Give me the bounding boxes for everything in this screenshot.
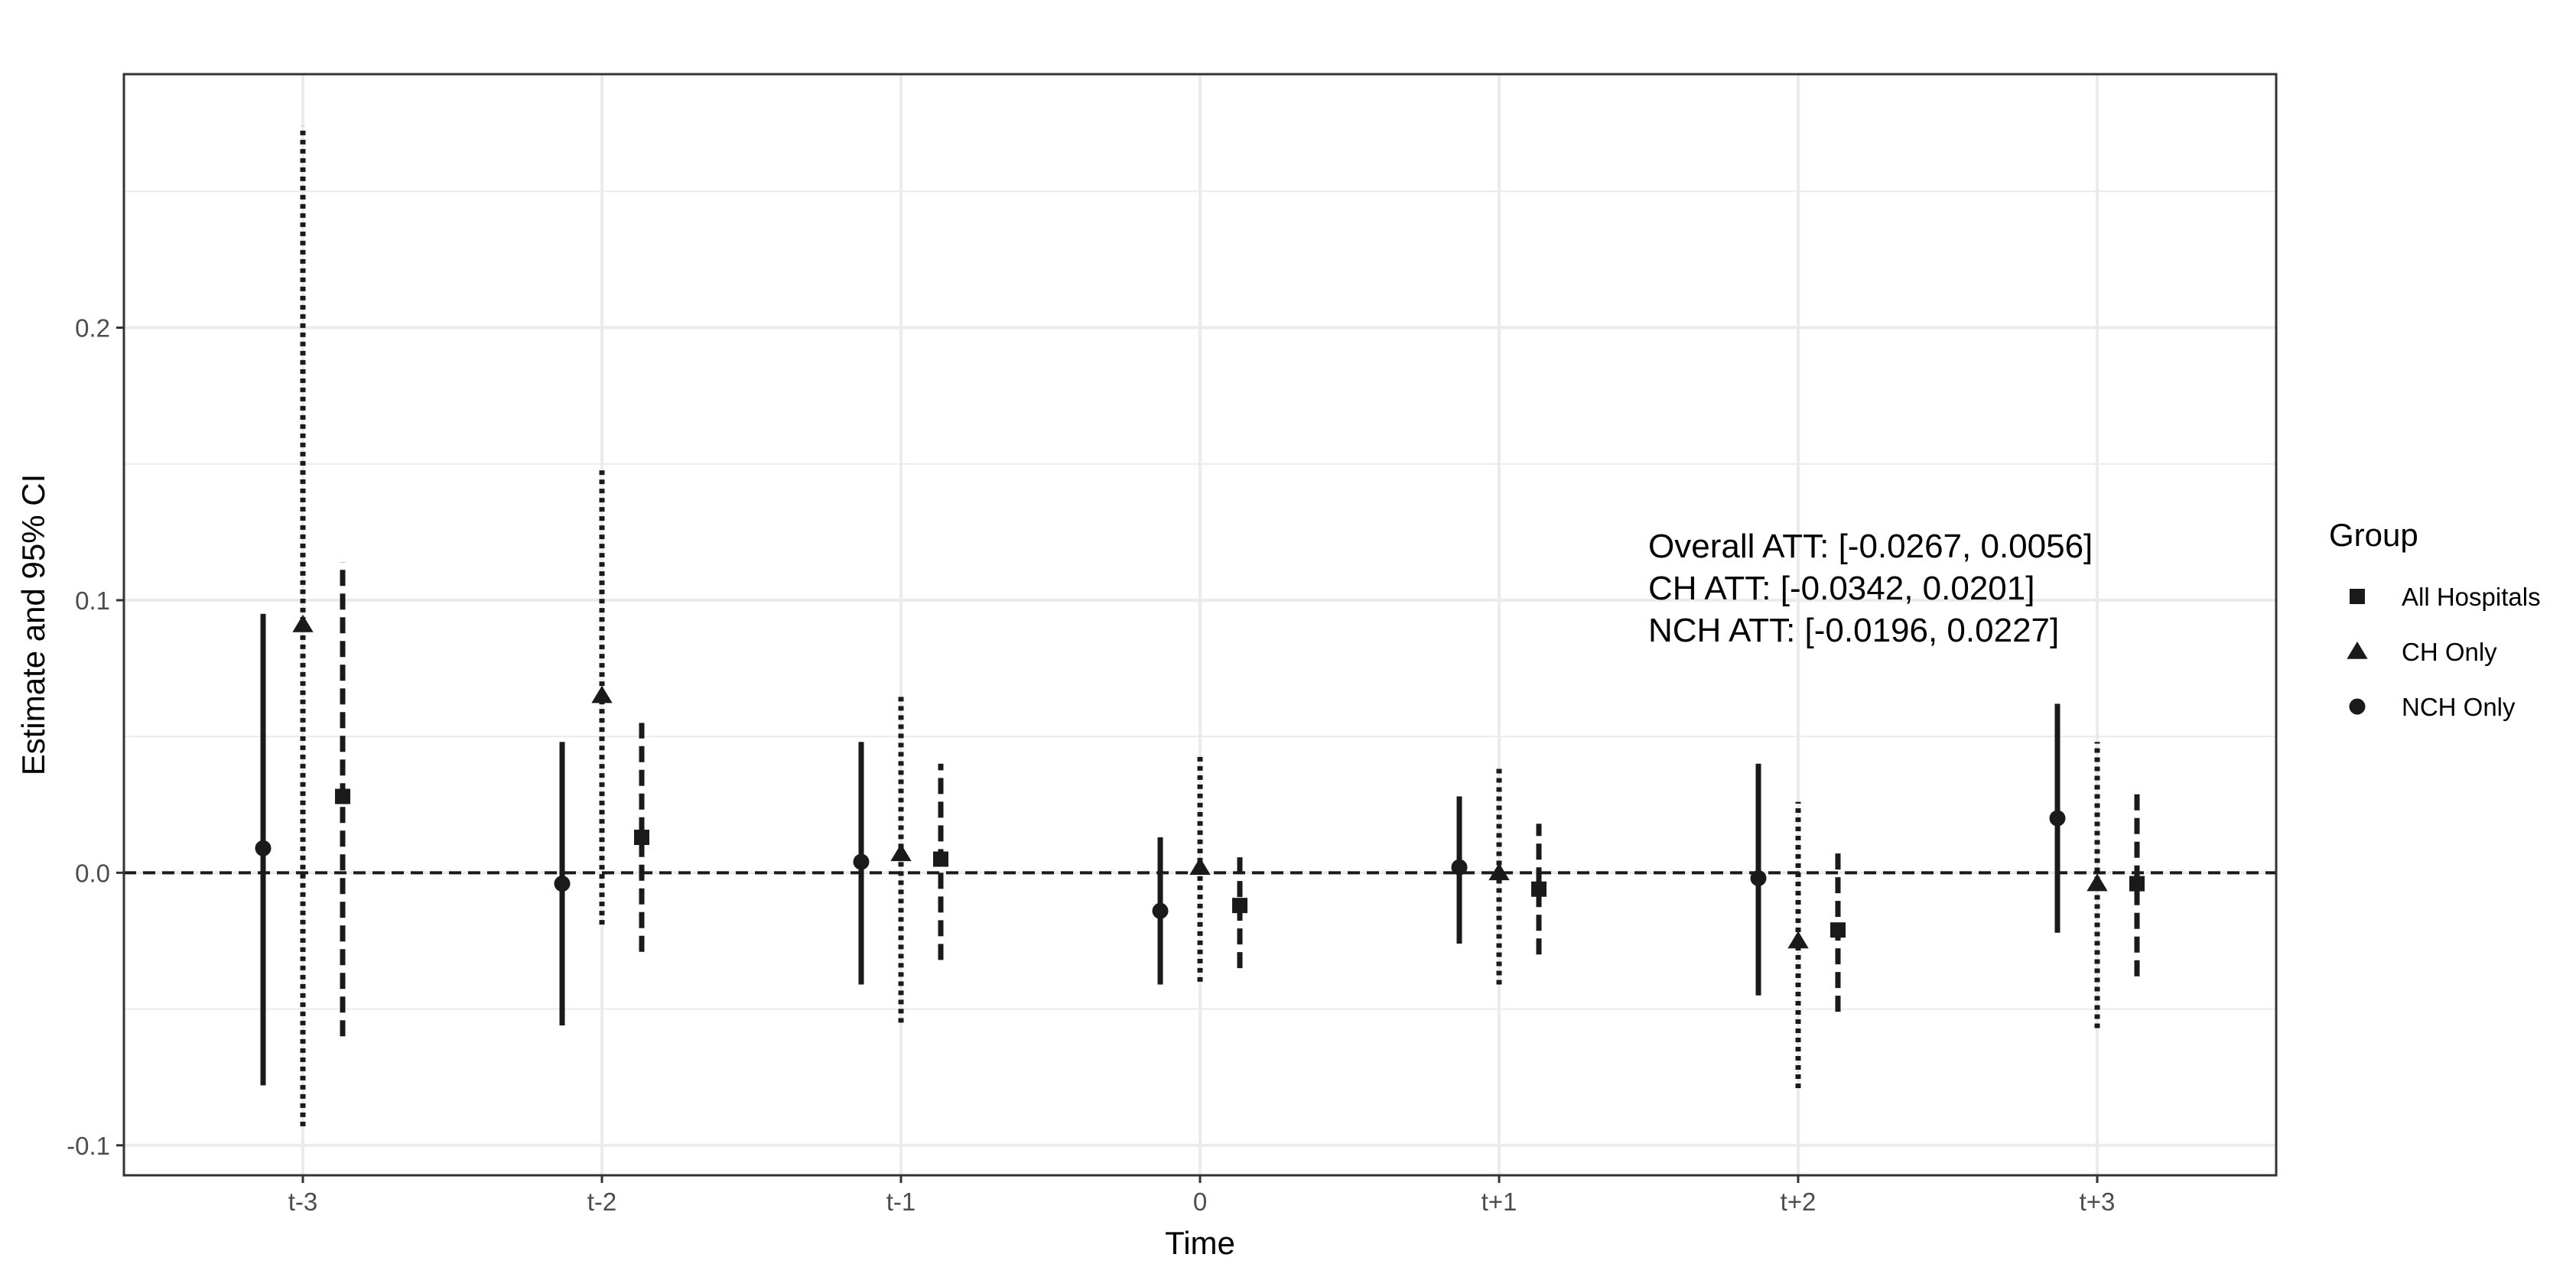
point-ch-only	[1787, 931, 1809, 949]
y-tick-label: 0.1	[75, 587, 110, 615]
annotation-line-3: NCH ATT: [-0.0196, 0.0227]	[1648, 612, 2059, 649]
annotation-line-2: CH ATT: [-0.0342, 0.0201]	[1648, 570, 2034, 607]
point-all-hospitals	[1531, 881, 1547, 897]
point-all-hospitals	[634, 830, 649, 846]
legend-label: All Hospitals	[2402, 583, 2541, 611]
x-tick-label: t-2	[587, 1188, 617, 1216]
point-all-hospitals	[2129, 876, 2145, 892]
point-ch-only	[591, 685, 613, 703]
x-tick-label: t+3	[2080, 1188, 2116, 1216]
point-nch-only	[554, 876, 571, 892]
point-nch-only	[255, 840, 272, 856]
y-axis-title: Estimate and 95% CI	[15, 474, 51, 776]
legend-key-all-hospitals	[2350, 589, 2365, 604]
point-all-hospitals	[1232, 898, 1247, 914]
point-ch-only	[1488, 863, 1510, 881]
point-ch-only	[890, 843, 912, 862]
point-ch-only	[292, 615, 314, 632]
x-tick-label: t-1	[886, 1188, 916, 1216]
point-nch-only	[1152, 902, 1169, 919]
point-nch-only	[853, 853, 870, 870]
point-nch-only	[2049, 810, 2066, 827]
x-tick-label: t+2	[1781, 1188, 1817, 1216]
x-axis-title: Time	[1165, 1225, 1235, 1261]
point-nch-only	[1750, 869, 1767, 886]
legend-key-nch-only	[2349, 698, 2366, 715]
legend-title: Group	[2329, 517, 2418, 553]
point-nch-only	[1451, 859, 1468, 876]
annotation-line-1: Overall ATT: [-0.0267, 0.0056]	[1648, 528, 2093, 565]
x-tick-label: 0	[1193, 1188, 1207, 1216]
y-tick-label: 0.2	[75, 314, 110, 342]
point-all-hospitals	[933, 851, 948, 867]
x-tick-label: t+1	[1482, 1188, 1517, 1216]
y-tick-label: -0.1	[67, 1132, 110, 1160]
point-ch-only	[2086, 873, 2108, 892]
legend-key-ch-only	[2347, 642, 2368, 659]
point-all-hospitals	[335, 788, 350, 804]
x-tick-label: t-3	[288, 1188, 318, 1216]
point-ch-only	[1189, 857, 1211, 875]
legend-label: CH Only	[2402, 638, 2497, 666]
point-all-hospitals	[1830, 922, 1846, 938]
y-tick-label: 0.0	[75, 859, 110, 887]
legend-label: NCH Only	[2402, 693, 2516, 721]
